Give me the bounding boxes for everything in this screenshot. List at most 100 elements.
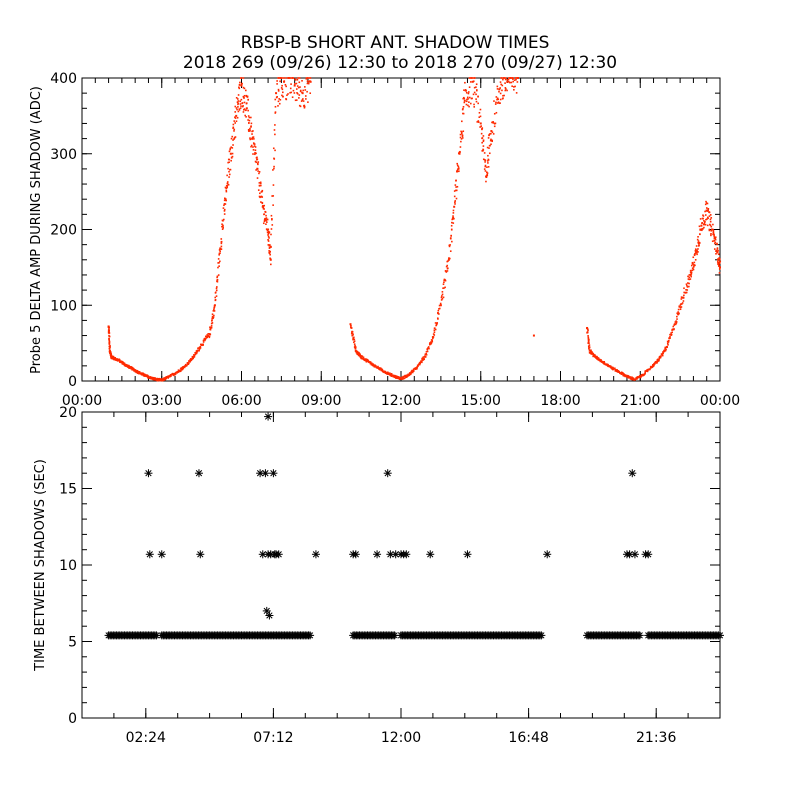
- top-data-point: [704, 214, 707, 216]
- top-data-point: [463, 97, 466, 100]
- top-data-point: [263, 220, 266, 223]
- top-data-point: [713, 239, 716, 242]
- top-data-point: [420, 360, 423, 362]
- top-data-point: [492, 122, 495, 124]
- top-data-point: [196, 350, 199, 353]
- bottom-data-point: [351, 550, 360, 559]
- top-data-point: [186, 364, 188, 367]
- bottom-data-point: [157, 550, 166, 559]
- top-data-point: [174, 373, 176, 376]
- top-data-point: [141, 373, 144, 376]
- top-data-point: [299, 105, 302, 108]
- top-data-point: [181, 367, 184, 370]
- top-data-point: [482, 140, 485, 143]
- bottom-data-point: [716, 631, 724, 640]
- top-data-point: [256, 158, 259, 161]
- top-data-point: [431, 340, 434, 343]
- top-data-point: [358, 353, 361, 356]
- top-data-point: [434, 322, 437, 324]
- top-data-point: [241, 102, 244, 104]
- bottom-data-point: [635, 631, 644, 640]
- top-data-point: [433, 334, 436, 336]
- top-data-point: [427, 346, 430, 348]
- top-data-point: [307, 77, 309, 79]
- top-data-point: [415, 366, 418, 369]
- top-data-point: [370, 362, 373, 365]
- top-data-point: [697, 248, 699, 250]
- top-data-point: [451, 240, 453, 243]
- top-data-point: [694, 259, 697, 261]
- top-data-point: [440, 296, 443, 299]
- top-data-point: [683, 287, 685, 290]
- top-data-point: [421, 361, 423, 364]
- top-data-point: [367, 360, 370, 362]
- top-data-point: [180, 367, 183, 369]
- top-data-point: [304, 86, 306, 88]
- bottom-data-point: [256, 469, 265, 478]
- top-data-point: [240, 98, 243, 101]
- top-data-point: [674, 321, 677, 323]
- top-data-point: [292, 77, 294, 79]
- top-data-point: [226, 186, 229, 189]
- top-data-point: [270, 228, 273, 230]
- top-data-point: [267, 228, 270, 231]
- top-data-point: [448, 257, 450, 260]
- top-panel: Probe 5 DELTA AMP DURING SHADOW (ADC) 00…: [29, 71, 740, 409]
- top-data-point: [250, 126, 252, 128]
- top-data-point: [395, 377, 397, 379]
- top-data-point: [643, 373, 646, 376]
- top-data-point: [621, 372, 624, 374]
- bottom-data-point: [274, 550, 283, 559]
- top-data-point: [636, 376, 639, 378]
- bottom-x-tick-label: 07:12: [253, 730, 293, 746]
- top-data-point: [666, 342, 669, 345]
- top-data-point: [467, 91, 470, 93]
- top-data-point: [444, 286, 446, 289]
- top-data-point: [616, 371, 619, 373]
- top-data-point: [294, 77, 297, 80]
- top-data-point: [279, 98, 282, 101]
- top-data-point: [234, 117, 237, 119]
- top-data-point: [712, 229, 714, 231]
- top-data-point: [497, 101, 500, 104]
- top-data-point: [174, 373, 177, 375]
- top-data-point: [501, 89, 503, 92]
- top-data-point: [217, 258, 220, 260]
- top-data-point: [607, 365, 609, 368]
- top-data-point: [432, 337, 434, 340]
- bottom-data-point: [644, 550, 653, 559]
- top-data-point: [436, 322, 439, 324]
- top-data-point: [216, 279, 219, 281]
- top-data-point: [679, 308, 682, 311]
- top-data-point: [448, 257, 451, 260]
- top-data-point: [691, 267, 694, 269]
- top-data-point: [108, 337, 110, 340]
- top-data-point: [600, 359, 602, 361]
- top-data-point: [257, 161, 260, 163]
- top-data-point: [588, 344, 591, 346]
- top-data-point: [242, 95, 245, 98]
- top-data-point: [425, 352, 428, 355]
- top-data-point: [486, 174, 489, 177]
- top-data-point: [238, 83, 241, 86]
- top-data-point: [352, 334, 354, 336]
- top-data-point: [626, 374, 629, 377]
- bottom-x-tick-label: 16:48: [508, 730, 548, 746]
- top-data-point: [361, 355, 364, 358]
- top-data-point: [466, 98, 468, 101]
- top-data-point: [250, 116, 252, 119]
- top-data-point: [515, 92, 518, 94]
- top-data-point: [256, 177, 259, 179]
- top-x-tick-label: 12:00: [381, 393, 421, 409]
- top-data-point: [292, 89, 295, 92]
- top-data-point: [445, 271, 448, 273]
- chart-title-line1: RBSP-B SHORT ANT. SHADOW TIMES: [241, 33, 550, 53]
- top-data-point: [694, 253, 696, 255]
- bottom-data-point: [196, 550, 205, 559]
- top-data-point: [108, 338, 110, 341]
- top-data-point: [516, 81, 519, 83]
- top-data-point: [198, 347, 201, 350]
- top-data-point: [719, 258, 721, 260]
- top-data-point: [703, 223, 706, 225]
- top-data-point: [149, 376, 152, 378]
